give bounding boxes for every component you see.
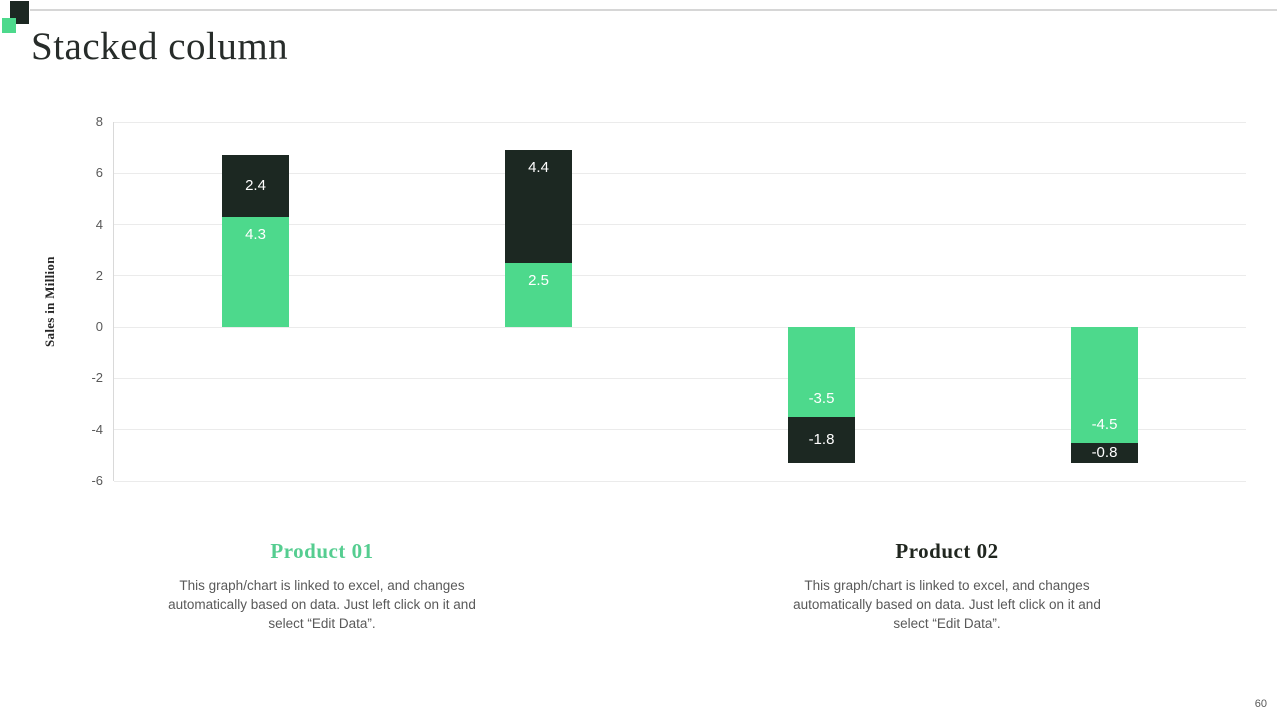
product-01-note: Product 01 This graph/chart is linked to… — [167, 539, 477, 633]
bar-segment-product-01[interactable] — [1071, 327, 1138, 443]
bar-value-label: -1.8 — [808, 430, 835, 448]
bar-segment-product-02[interactable] — [222, 155, 289, 217]
y-axis-tick-label: -2 — [91, 370, 103, 386]
y-axis-tick-label: 2 — [95, 267, 103, 283]
product-note-title-2: Product 02 — [895, 539, 999, 563]
product-note-description-1: This graph/chart is linked to excel, and… — [168, 578, 476, 631]
bar-value-label: -0.8 — [1091, 443, 1118, 461]
bar-value-label: 4.4 — [528, 159, 549, 177]
bar-segment-product-02[interactable] — [505, 150, 572, 264]
gridline — [114, 429, 1246, 431]
bar-segment-product-01[interactable] — [788, 327, 855, 417]
bar-segment-product-02[interactable] — [788, 416, 855, 464]
product-note-description-2: This graph/chart is linked to excel, and… — [793, 578, 1101, 631]
page-title: Stacked column — [31, 25, 289, 68]
y-axis-tick-label: -6 — [91, 473, 103, 488]
chart-plot: 8 6 4 2 0 -2 -4 -6 4.3 2.4 2.5 4.4 -3.5 -1.8 -4.5 -0.8 — [91, 114, 1246, 488]
logo-green-square — [2, 18, 16, 33]
gridline — [114, 172, 1246, 174]
y-axis-tick-label: 8 — [95, 114, 103, 129]
bar-segment-product-01[interactable] — [222, 216, 289, 328]
bar-segment-product-01[interactable] — [505, 263, 572, 328]
y-axis-tick-label: -4 — [91, 421, 103, 437]
y-axis-tick-label: 6 — [95, 165, 103, 181]
bar-value-label: -4.5 — [1091, 415, 1118, 433]
bar-segment-product-02[interactable] — [1071, 442, 1138, 464]
bar-value-label: 4.3 — [245, 225, 266, 243]
gridline — [114, 480, 1246, 482]
gridline — [114, 275, 1246, 277]
product-note-title-1: Product 01 — [270, 539, 374, 563]
gridline — [114, 121, 1246, 123]
bar-value-label: -3.5 — [808, 389, 835, 407]
product-02-note: Product 02 This graph/chart is linked to… — [792, 539, 1102, 633]
page-number: 60 — [1254, 698, 1267, 710]
y-axis-tick-label: 0 — [95, 319, 103, 335]
gridline — [114, 377, 1246, 379]
bar-value-label: 2.4 — [245, 177, 266, 195]
bar-value-label: 2.5 — [528, 272, 549, 290]
gridline — [114, 326, 1246, 328]
y-axis-tick-label: 4 — [95, 216, 103, 232]
gridline — [114, 224, 1246, 226]
header-divider — [30, 9, 1277, 11]
